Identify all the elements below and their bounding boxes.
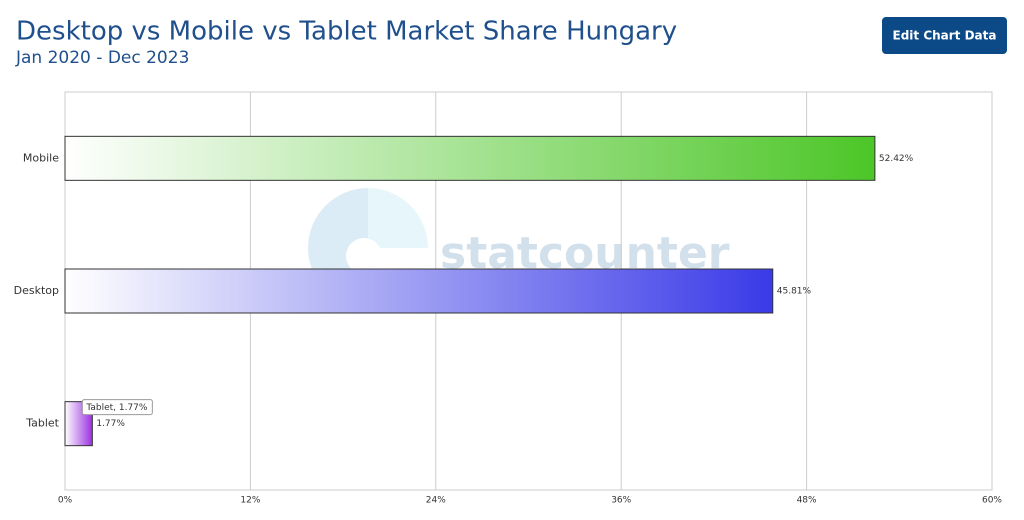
logo-hole bbox=[346, 238, 382, 274]
tooltip-text: Tablet, 1.77% bbox=[85, 403, 148, 413]
y-tick-label: Desktop bbox=[14, 284, 59, 297]
button-bg[interactable] bbox=[882, 17, 1007, 54]
button-label[interactable]: Edit Chart Data bbox=[893, 29, 997, 43]
x-tick-label: 60% bbox=[982, 496, 1002, 506]
y-tick-label: Tablet bbox=[25, 417, 59, 430]
y-tick-label: Mobile bbox=[23, 151, 59, 164]
chart-title: Desktop vs Mobile vs Tablet Market Share… bbox=[16, 17, 677, 47]
x-tick-label: 48% bbox=[797, 496, 817, 506]
value-label: 1.77% bbox=[96, 419, 125, 429]
value-label: 52.42% bbox=[879, 154, 914, 164]
edit-button[interactable]: Edit Chart Data bbox=[882, 17, 1007, 54]
x-tick-label: 0% bbox=[58, 496, 73, 506]
logo-piece bbox=[368, 188, 428, 248]
x-tick-label: 12% bbox=[240, 496, 260, 506]
bar bbox=[64, 135, 876, 181]
x-tick-label: 36% bbox=[611, 496, 631, 506]
value-label: 45.81% bbox=[777, 287, 812, 297]
chart-subtitle: Jan 2020 - Dec 2023 bbox=[15, 48, 189, 68]
x-tick-label: 24% bbox=[426, 496, 446, 506]
bar bbox=[64, 268, 774, 314]
tooltip-box bbox=[81, 399, 153, 416]
